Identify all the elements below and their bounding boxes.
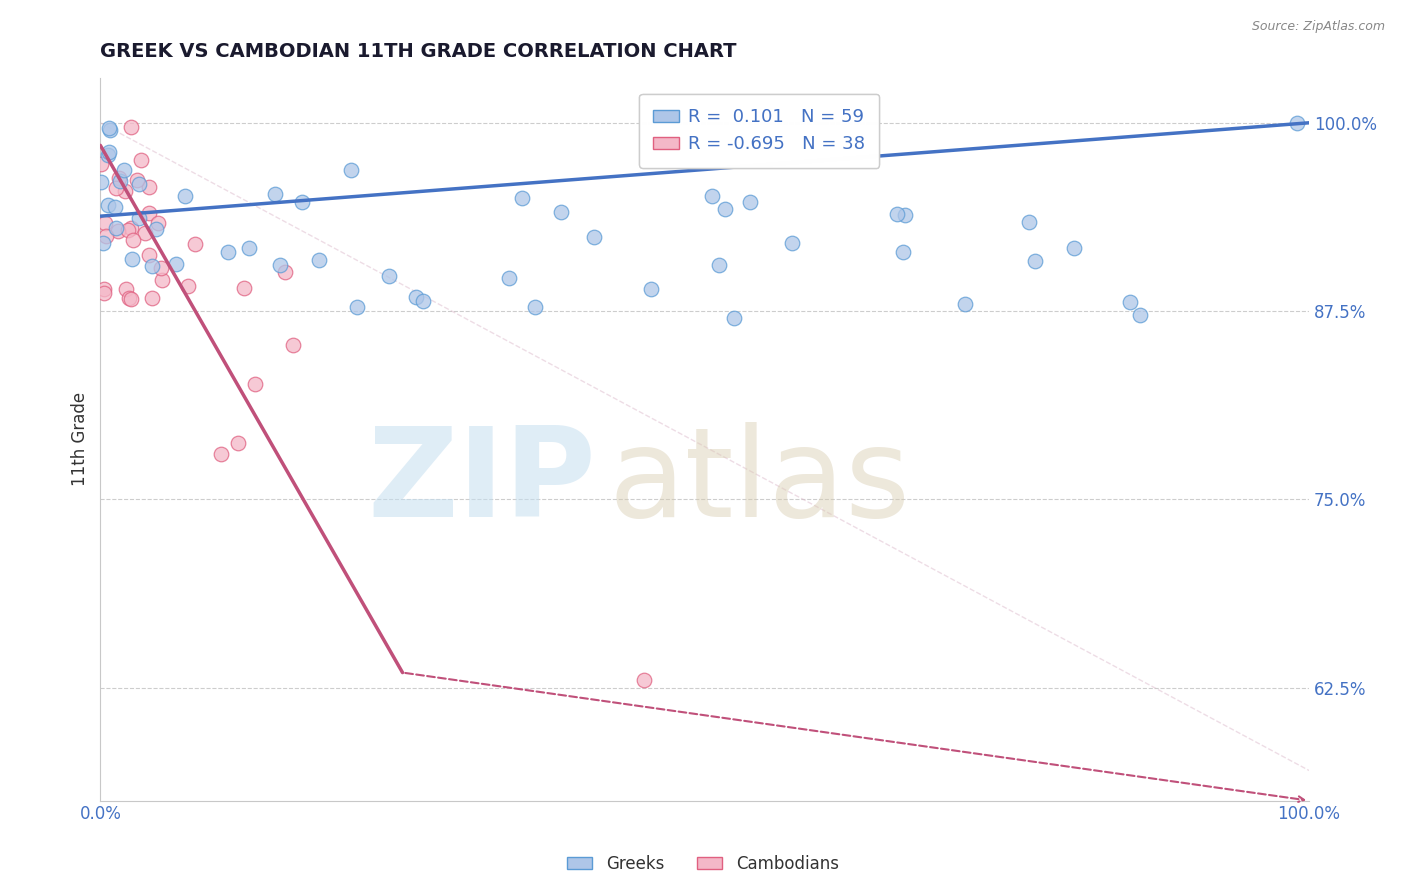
Point xyxy=(90,175,112,189)
Point xyxy=(281,338,304,352)
Point xyxy=(122,233,145,247)
Point xyxy=(498,270,520,285)
Point xyxy=(524,301,547,315)
Point xyxy=(120,220,142,235)
Point xyxy=(274,265,297,279)
Point xyxy=(104,220,127,235)
Point xyxy=(340,163,363,178)
Point xyxy=(405,290,427,304)
Point xyxy=(108,174,131,188)
Point xyxy=(93,286,115,301)
Point xyxy=(128,211,150,226)
Point xyxy=(138,206,160,220)
Point xyxy=(96,198,118,212)
Point xyxy=(894,209,917,223)
Point xyxy=(700,188,723,202)
Point xyxy=(121,292,143,306)
Text: GREEK VS CAMBODIAN 11TH GRADE CORRELATION CHART: GREEK VS CAMBODIAN 11TH GRADE CORRELATIO… xyxy=(100,42,737,61)
Point xyxy=(738,195,761,210)
Point xyxy=(886,207,908,221)
Point xyxy=(165,257,187,271)
Point xyxy=(640,282,662,296)
Point xyxy=(582,230,605,244)
Point xyxy=(1129,308,1152,322)
Point xyxy=(269,258,291,272)
Point xyxy=(707,258,730,272)
Legend: Greeks, Cambodians: Greeks, Cambodians xyxy=(561,848,845,880)
Point xyxy=(141,291,163,305)
Point xyxy=(94,216,117,230)
Point xyxy=(148,216,170,230)
Point xyxy=(129,153,152,168)
Point xyxy=(90,157,112,171)
Point xyxy=(346,301,368,315)
Point xyxy=(233,281,256,295)
Point xyxy=(114,184,136,198)
Point xyxy=(238,241,260,255)
Point xyxy=(308,253,330,268)
Point xyxy=(209,447,232,461)
Point xyxy=(177,278,200,293)
Point xyxy=(217,245,239,260)
Point xyxy=(96,148,118,162)
Point xyxy=(108,170,131,185)
Text: ZIP: ZIP xyxy=(367,422,596,543)
Legend: R =  0.101   N = 59, R = -0.695   N = 38: R = 0.101 N = 59, R = -0.695 N = 38 xyxy=(638,94,879,168)
Point xyxy=(174,189,197,203)
Point xyxy=(120,120,142,135)
Point xyxy=(112,163,135,178)
Point xyxy=(117,223,139,237)
Point xyxy=(1285,116,1308,130)
Point xyxy=(138,180,160,194)
Point xyxy=(97,120,120,135)
Point xyxy=(93,282,115,296)
Point xyxy=(127,173,149,187)
Point xyxy=(723,310,745,325)
Point xyxy=(105,181,128,195)
Point xyxy=(134,226,156,240)
Point xyxy=(291,195,314,210)
Text: atlas: atlas xyxy=(607,422,910,543)
Point xyxy=(128,177,150,191)
Point xyxy=(264,186,287,201)
Point xyxy=(412,294,434,309)
Point xyxy=(550,205,572,219)
Point xyxy=(243,376,266,391)
Point xyxy=(100,123,122,137)
Point xyxy=(118,291,141,305)
Point xyxy=(91,236,114,251)
Point xyxy=(114,282,136,296)
Point xyxy=(1119,295,1142,310)
Y-axis label: 11th Grade: 11th Grade xyxy=(72,392,89,486)
Point xyxy=(104,200,127,214)
Point xyxy=(780,235,803,250)
Point xyxy=(138,248,160,262)
Point xyxy=(1063,241,1085,255)
Point xyxy=(183,236,205,251)
Point xyxy=(953,297,976,311)
Point xyxy=(141,260,163,274)
Point xyxy=(96,229,118,244)
Point xyxy=(1018,215,1040,229)
Text: Source: ZipAtlas.com: Source: ZipAtlas.com xyxy=(1251,20,1385,33)
Point xyxy=(633,673,655,687)
Point xyxy=(891,244,914,259)
Point xyxy=(150,272,173,286)
Point xyxy=(150,261,173,276)
Point xyxy=(226,436,249,450)
Point xyxy=(121,252,143,266)
Point xyxy=(714,202,737,216)
Point xyxy=(510,191,533,205)
Point xyxy=(145,222,167,236)
Point xyxy=(378,269,401,284)
Point xyxy=(1024,253,1046,268)
Point xyxy=(107,224,129,238)
Point xyxy=(97,145,120,159)
